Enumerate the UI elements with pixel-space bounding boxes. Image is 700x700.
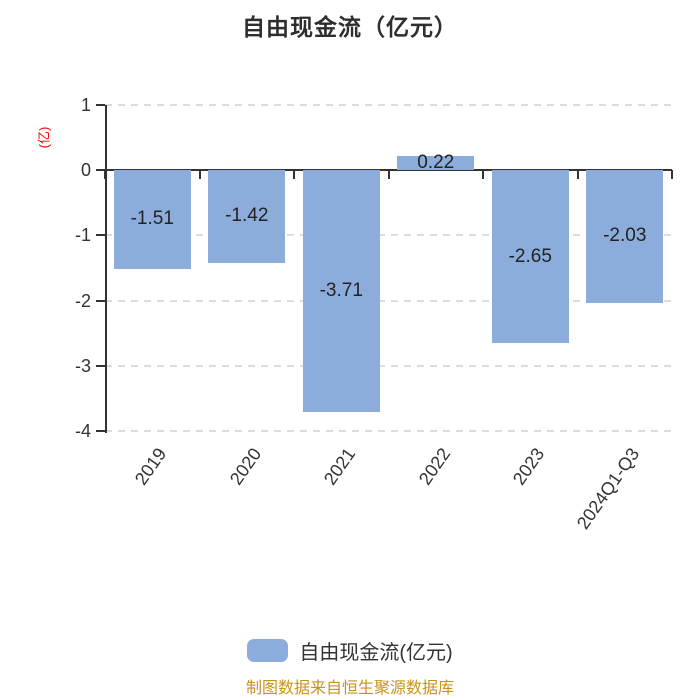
x-axis-tick [576, 170, 579, 179]
bar-value-label: -1.51 [130, 208, 174, 230]
x-axis-tick [104, 170, 106, 179]
y-axis-tick [96, 104, 105, 106]
y-axis-tick [96, 169, 105, 172]
y-axis-tick [96, 234, 105, 237]
bar-value-label: -1.42 [225, 205, 269, 227]
x-category-label: 2023 [509, 444, 549, 489]
y-gridline [105, 430, 672, 432]
y-gridline [105, 234, 672, 237]
y-axis-tick [96, 299, 105, 302]
x-category-label: 2021 [320, 444, 360, 489]
bar-value-label: -2.65 [508, 245, 552, 267]
x-category-label: 2020 [225, 444, 265, 489]
footer-source-note: 制图数据来自恒生聚源数据库 [245, 680, 454, 697]
x-axis-tick [198, 170, 201, 179]
legend-swatch [247, 639, 289, 662]
legend-label: 自由现金流(亿元) [299, 642, 453, 664]
bar [397, 155, 475, 171]
bar [491, 170, 569, 343]
x-category-label: 2022 [414, 444, 454, 489]
bar-value-label: 0.22 [417, 152, 455, 174]
plot-area: 1 0 -1 -2 -3 -4 -1.51 2019 -1.42 2020 -3.71 2021 0.2… [75, 95, 673, 533]
x-axis-tick [671, 170, 673, 179]
x-category-label: 2019 [131, 444, 171, 489]
bar [586, 170, 664, 303]
y-axis-unit-label: (亿) [36, 126, 52, 149]
y-gridline [105, 104, 672, 106]
y-axis-tick [96, 364, 105, 367]
bar-value-label: -2.03 [603, 225, 647, 247]
y-tick-label: -3 [74, 355, 91, 376]
x-axis-tick [482, 170, 484, 179]
bar-value-label: -3.71 [319, 280, 363, 302]
y-axis-tick [96, 430, 105, 432]
chart-title: 自由现金流（亿元） [242, 14, 458, 40]
x-category-label: 2024Q1-Q3 [572, 444, 643, 533]
legend: 自由现金流(亿元) [0, 636, 700, 665]
y-gridline [105, 364, 672, 367]
x-axis-tick [387, 170, 390, 179]
y-tick-label: 1 [80, 95, 91, 115]
bar [208, 170, 286, 263]
y-tick-label: -2 [74, 290, 91, 311]
y-axis-line [105, 105, 107, 433]
y-tick-label: -1 [74, 225, 91, 246]
x-axis-tick [293, 170, 295, 179]
bar [113, 170, 191, 269]
y-gridline [105, 299, 672, 302]
y-tick-label: 0 [80, 160, 91, 181]
bar [302, 170, 380, 413]
y-tick-label: -4 [74, 421, 91, 441]
